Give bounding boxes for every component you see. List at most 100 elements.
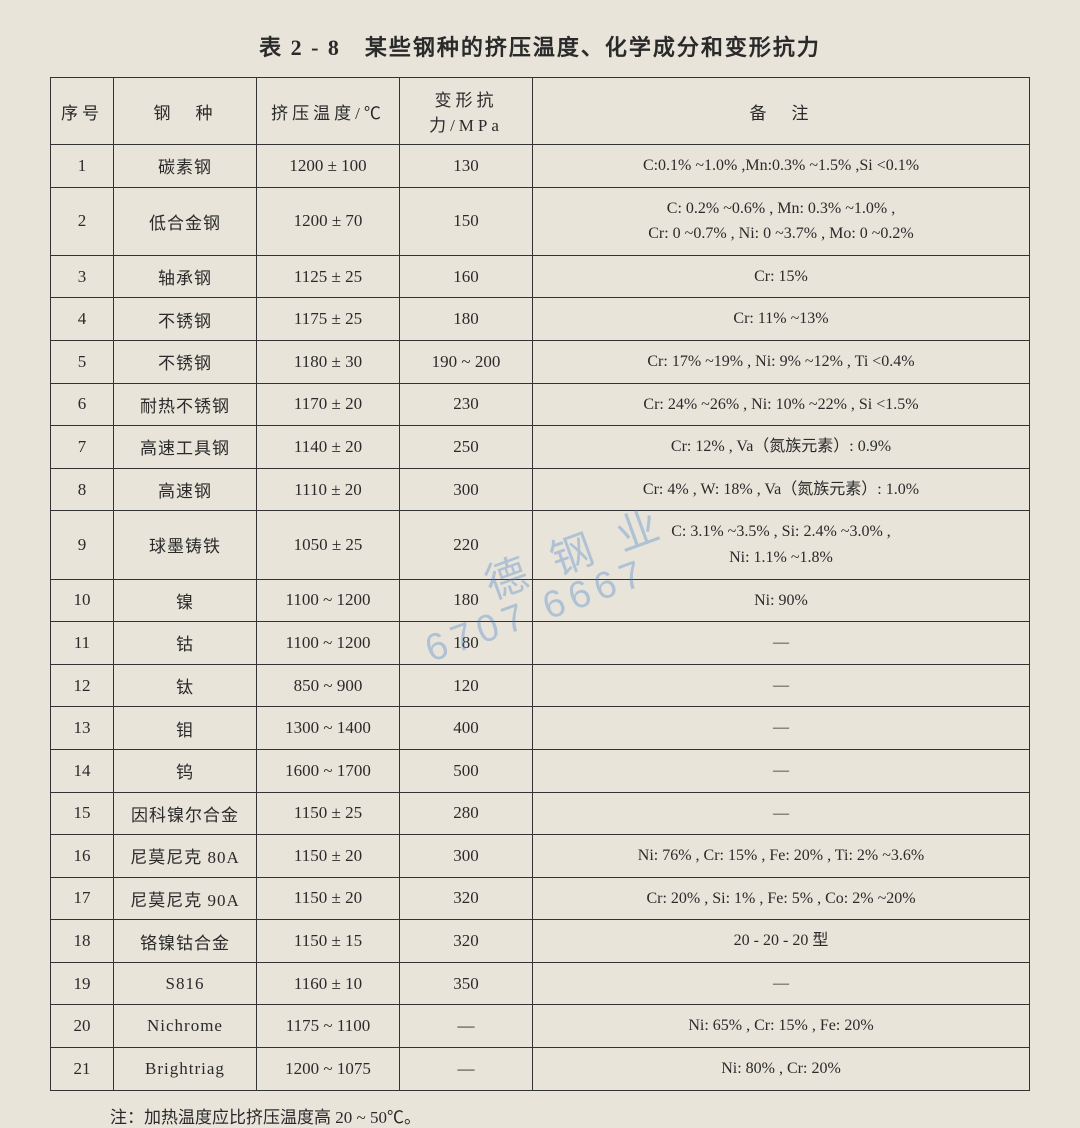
cell-def: — [400,1048,533,1091]
steel-table: 序号 钢 种 挤压温度/℃ 变形抗力/MPa 备 注 1碳素钢1200 ± 10… [50,77,1030,1091]
col-header-def: 变形抗力/MPa [400,78,533,145]
cell-temp: 1100 ~ 1200 [257,579,400,622]
cell-temp: 1200 ± 100 [257,145,400,188]
cell-note: Cr: 17% ~19% , Ni: 9% ~12% , Ti <0.4% [533,340,1030,383]
cell-def: 150 [400,187,533,255]
cell-type: Nichrome [114,1005,257,1048]
cell-type: 不锈钢 [114,340,257,383]
cell-def: 230 [400,383,533,426]
table-row: 3轴承钢1125 ± 25160Cr: 15% [51,255,1030,298]
cell-note: — [533,962,1030,1005]
table-row: 19S8161160 ± 10350— [51,962,1030,1005]
cell-note: C: 3.1% ~3.5% , Si: 2.4% ~3.0% ,Ni: 1.1%… [533,511,1030,579]
cell-type: 钛 [114,664,257,707]
cell-note: C: 0.2% ~0.6% , Mn: 0.3% ~1.0% ,Cr: 0 ~0… [533,187,1030,255]
cell-seq: 15 [51,792,114,835]
cell-note: — [533,792,1030,835]
cell-def: 190 ~ 200 [400,340,533,383]
cell-def: 300 [400,468,533,511]
cell-def: 350 [400,962,533,1005]
cell-def: 500 [400,749,533,792]
table-row: 7高速工具钢1140 ± 20250Cr: 12% , Va（氮族元素）: 0.… [51,426,1030,469]
cell-type: 铬镍钴合金 [114,920,257,963]
cell-seq: 11 [51,622,114,665]
cell-seq: 5 [51,340,114,383]
cell-temp: 1150 ± 15 [257,920,400,963]
table-row: 21Brightriag1200 ~ 1075—Ni: 80% , Cr: 20… [51,1048,1030,1091]
table-row: 13钼1300 ~ 1400400— [51,707,1030,750]
table-row: 20Nichrome1175 ~ 1100—Ni: 65% , Cr: 15% … [51,1005,1030,1048]
table-row: 16尼莫尼克 80A1150 ± 20300Ni: 76% , Cr: 15% … [51,835,1030,878]
table-body: 1碳素钢1200 ± 100130C:0.1% ~1.0% ,Mn:0.3% ~… [51,145,1030,1091]
table-row: 10镍1100 ~ 1200180Ni: 90% [51,579,1030,622]
cell-type: Brightriag [114,1048,257,1091]
table-row: 8高速钢1110 ± 20300Cr: 4% , W: 18% , Va（氮族元… [51,468,1030,511]
cell-type: 碳素钢 [114,145,257,188]
col-header-note: 备 注 [533,78,1030,145]
cell-seq: 16 [51,835,114,878]
cell-temp: 1050 ± 25 [257,511,400,579]
cell-seq: 13 [51,707,114,750]
cell-type: 钼 [114,707,257,750]
cell-seq: 19 [51,962,114,1005]
cell-type: 因科镍尔合金 [114,792,257,835]
cell-note: Ni: 65% , Cr: 15% , Fe: 20% [533,1005,1030,1048]
table-row: 5不锈钢1180 ± 30190 ~ 200Cr: 17% ~19% , Ni:… [51,340,1030,383]
cell-temp: 1140 ± 20 [257,426,400,469]
cell-temp: 1110 ± 20 [257,468,400,511]
col-header-type: 钢 种 [114,78,257,145]
cell-seq: 1 [51,145,114,188]
cell-seq: 18 [51,920,114,963]
cell-type: 耐热不锈钢 [114,383,257,426]
cell-seq: 10 [51,579,114,622]
cell-note: Cr: 4% , W: 18% , Va（氮族元素）: 1.0% [533,468,1030,511]
cell-seq: 7 [51,426,114,469]
cell-temp: 1200 ± 70 [257,187,400,255]
cell-temp: 1600 ~ 1700 [257,749,400,792]
cell-type: 高速工具钢 [114,426,257,469]
cell-def: 180 [400,579,533,622]
cell-note: Ni: 76% , Cr: 15% , Fe: 20% , Ti: 2% ~3.… [533,835,1030,878]
cell-type: 轴承钢 [114,255,257,298]
table-row: 4不锈钢1175 ± 25180Cr: 11% ~13% [51,298,1030,341]
cell-seq: 20 [51,1005,114,1048]
cell-seq: 6 [51,383,114,426]
cell-def: 160 [400,255,533,298]
cell-type: 尼莫尼克 90A [114,877,257,920]
cell-note: Ni: 80% , Cr: 20% [533,1048,1030,1091]
cell-temp: 1150 ± 25 [257,792,400,835]
cell-def: 250 [400,426,533,469]
cell-seq: 12 [51,664,114,707]
cell-type: 镍 [114,579,257,622]
cell-note: Ni: 90% [533,579,1030,622]
cell-temp: 1150 ± 20 [257,835,400,878]
cell-note: Cr: 12% , Va（氮族元素）: 0.9% [533,426,1030,469]
table-footnote: 注：加热温度应比挤压温度高 20 ~ 50℃。 [110,1103,1030,1128]
col-header-temp: 挤压温度/℃ [257,78,400,145]
cell-temp: 1150 ± 20 [257,877,400,920]
cell-temp: 1200 ~ 1075 [257,1048,400,1091]
cell-type: 不锈钢 [114,298,257,341]
table-header-row: 序号 钢 种 挤压温度/℃ 变形抗力/MPa 备 注 [51,78,1030,145]
cell-note: Cr: 20% , Si: 1% , Fe: 5% , Co: 2% ~20% [533,877,1030,920]
table-row: 15因科镍尔合金1150 ± 25280— [51,792,1030,835]
table-row: 11钴1100 ~ 1200180— [51,622,1030,665]
cell-def: 180 [400,298,533,341]
cell-seq: 17 [51,877,114,920]
table-row: 6耐热不锈钢1170 ± 20230Cr: 24% ~26% , Ni: 10%… [51,383,1030,426]
table-row: 17尼莫尼克 90A1150 ± 20320Cr: 20% , Si: 1% ,… [51,877,1030,920]
cell-def: — [400,1005,533,1048]
cell-seq: 14 [51,749,114,792]
cell-note: 20 - 20 - 20 型 [533,920,1030,963]
cell-seq: 9 [51,511,114,579]
cell-note: — [533,622,1030,665]
cell-def: 130 [400,145,533,188]
cell-temp: 1175 ~ 1100 [257,1005,400,1048]
cell-temp: 1180 ± 30 [257,340,400,383]
cell-def: 120 [400,664,533,707]
cell-note: — [533,749,1030,792]
table-row: 12钛850 ~ 900120— [51,664,1030,707]
cell-temp: 1175 ± 25 [257,298,400,341]
table-title: 表 2 - 8 某些钢种的挤压温度、化学成分和变形抗力 [50,30,1030,62]
cell-def: 280 [400,792,533,835]
